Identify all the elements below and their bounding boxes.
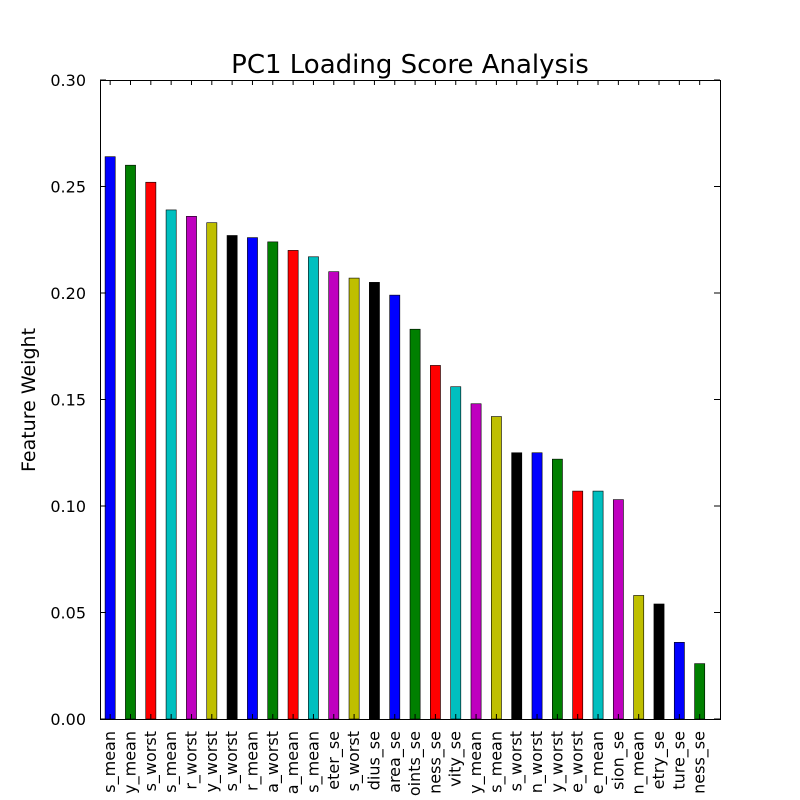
x-tick-label: ness_se xyxy=(690,731,710,794)
bar xyxy=(511,452,523,720)
bar xyxy=(247,237,258,720)
x-tick-label: s_mean xyxy=(161,731,181,793)
x-tick-label: s_mean xyxy=(303,731,323,793)
bar xyxy=(450,386,462,720)
bar xyxy=(308,256,319,720)
bar xyxy=(226,235,238,720)
bar xyxy=(145,181,157,720)
bar xyxy=(348,277,360,720)
x-tick-label: a_worst xyxy=(263,731,283,793)
bar xyxy=(551,458,563,720)
x-tick-label: y_worst xyxy=(547,731,567,793)
bar xyxy=(206,222,218,720)
x-tick-label: y_mean xyxy=(120,731,140,794)
bar xyxy=(389,294,401,720)
x-tick-label: s_worst xyxy=(344,731,364,791)
bar xyxy=(287,250,299,720)
x-tick-label: ness_se xyxy=(425,731,445,794)
bar xyxy=(125,164,136,720)
bar xyxy=(633,595,645,720)
x-tick-label: s_worst xyxy=(222,731,242,791)
y-tick-label: 0.10 xyxy=(50,497,86,516)
bar xyxy=(673,642,685,720)
x-tick-label: vity_se xyxy=(446,731,466,787)
bar xyxy=(186,216,197,720)
x-tick-label: dius_se xyxy=(364,731,384,790)
x-tick-label: s_mean xyxy=(486,731,506,793)
bar xyxy=(694,663,706,720)
y-axis-label: Feature Weight xyxy=(18,328,40,472)
bar xyxy=(104,156,116,720)
x-tick-label: y_mean xyxy=(466,731,486,794)
bar xyxy=(328,271,340,720)
bar xyxy=(531,452,543,720)
x-tick-label: eter_se xyxy=(324,731,344,790)
bar xyxy=(165,209,177,720)
x-tick-label: area_se xyxy=(385,731,405,793)
bar xyxy=(409,328,421,720)
y-tick-label: 0.15 xyxy=(50,391,86,410)
x-tick-label: s_worst xyxy=(507,731,527,791)
x-tick-label: sion_se xyxy=(608,731,628,790)
x-tick-label: n_worst xyxy=(527,731,547,793)
y-tick-label: 0.00 xyxy=(50,710,86,729)
x-tick-label: y_worst xyxy=(202,731,222,793)
bar xyxy=(491,416,502,720)
bar xyxy=(572,490,584,720)
y-tick-label: 0.25 xyxy=(50,178,86,197)
bar xyxy=(430,365,441,720)
x-tick-label: ture_se xyxy=(669,731,689,790)
bar xyxy=(592,490,604,720)
y-tick-label: 0.30 xyxy=(50,71,86,90)
y-tick-label: 0.05 xyxy=(50,604,86,623)
x-tick-label: n_mean xyxy=(629,731,649,795)
plot-frame xyxy=(100,80,721,720)
bar xyxy=(653,603,665,720)
y-tick-label: 0.20 xyxy=(50,284,86,303)
x-tick-label: e_mean xyxy=(588,731,608,794)
bar xyxy=(267,241,279,720)
x-tick-label: a_mean xyxy=(283,731,303,794)
x-tick-label: oints_se xyxy=(405,731,425,796)
bar xyxy=(470,403,482,720)
x-tick-label: e_worst xyxy=(568,731,588,793)
bar xyxy=(612,499,624,720)
bars-group xyxy=(104,156,706,720)
x-tick-label: etry_se xyxy=(649,731,669,789)
x-tick-label: r_mean xyxy=(242,731,262,791)
chart-title: PC1 Loading Score Analysis xyxy=(231,50,589,80)
x-tick-label: s_worst xyxy=(141,731,161,791)
x-tick-label: s_mean xyxy=(100,731,120,793)
bar xyxy=(369,282,380,720)
x-tick-label: r_worst xyxy=(181,731,201,790)
x-axis-ticks: s_mean y_mean s_worst s_mean r_worst y_worst s… xyxy=(100,80,710,796)
